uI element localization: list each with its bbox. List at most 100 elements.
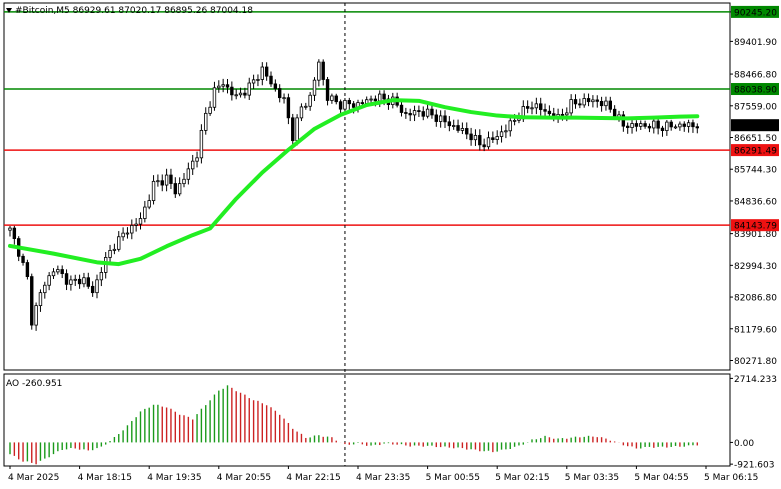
candle [691, 119, 695, 133]
candle [569, 94, 573, 119]
candle-body [47, 275, 51, 286]
candle [495, 130, 499, 145]
candle-body [64, 273, 69, 285]
candle [299, 103, 304, 122]
candle-body [130, 225, 134, 234]
candle-body [565, 112, 569, 116]
candle [408, 108, 412, 122]
candle [182, 173, 186, 188]
level-label-box-top [731, 5, 779, 18]
candle [269, 71, 273, 87]
candle-body [338, 101, 343, 110]
candle [608, 96, 612, 113]
candle [34, 302, 38, 331]
candle-body [238, 92, 243, 96]
candle-body [95, 279, 99, 294]
candle-body [482, 144, 486, 148]
time-axis[interactable]: 4 Mar 2025 4 Mar 18:15 4 Mar 19:35 4 Mar 20… [8, 466, 758, 483]
candle-body [221, 84, 225, 87]
time-tick-label: 4 Mar 23:35 [356, 473, 410, 483]
candle [695, 123, 699, 134]
candle-body [77, 278, 82, 285]
candle-body [373, 98, 378, 102]
candle [108, 244, 112, 263]
candle [199, 124, 204, 164]
candle [626, 122, 630, 134]
candle-body [626, 125, 630, 128]
candle-body [578, 103, 582, 106]
candle-body [134, 223, 138, 226]
price-tick-label: 82994.30 [734, 262, 777, 272]
level-price-labels: 90245.20 88038.90 86291.49 84143.79 87004.18 [731, 5, 779, 232]
candle [682, 121, 686, 132]
candle [438, 110, 443, 128]
time-tick-label: 4 Mar 22:15 [286, 473, 340, 483]
candle-body [117, 236, 121, 250]
candle [56, 265, 60, 275]
candle [38, 289, 43, 312]
candle [595, 95, 599, 108]
price-tick-label: 80271.80 [734, 357, 777, 367]
candle [95, 274, 99, 299]
candle-body [425, 108, 430, 117]
candle-body [195, 157, 199, 162]
price-tick-label: 84836.60 [734, 197, 777, 207]
price-axis[interactable]: 90245.20 89401.90 88466.80 87559.00 86651.50… [730, 8, 777, 367]
candle [160, 174, 164, 192]
candle [25, 259, 30, 280]
current-price-box [731, 119, 779, 132]
symbol-ohlc-text: #Bitcoin,M5 86929.61 87020.17 86895.26 8… [15, 6, 253, 16]
candle-body [243, 92, 247, 96]
candle [73, 274, 77, 286]
candle [169, 168, 173, 190]
candle-body [495, 136, 499, 140]
price-tick-label: 82086.80 [734, 294, 777, 304]
candle-body [504, 130, 508, 133]
candle-body [304, 105, 308, 108]
price-pane[interactable]: 90245.20 89401.90 88466.80 87559.00 86651.50… [3, 2, 779, 466]
candle-body [86, 277, 90, 287]
candle-body [208, 106, 212, 114]
candle-body [112, 248, 117, 251]
candle [412, 105, 417, 122]
candle-body [412, 110, 417, 116]
candle [69, 275, 73, 291]
candle-body [639, 123, 643, 127]
candle-body [138, 218, 143, 225]
candle [543, 103, 547, 116]
candle-body [491, 137, 495, 140]
candle-body [38, 292, 43, 307]
candle [451, 119, 456, 130]
candle [51, 268, 56, 280]
candle [499, 125, 504, 143]
candle-body [312, 79, 317, 96]
level-label-support2: 84143.79 [734, 222, 777, 232]
candle [212, 81, 217, 111]
candle-body [43, 284, 47, 294]
candle-body [291, 117, 295, 142]
candle-body [486, 137, 491, 148]
candle [621, 111, 626, 132]
candle [573, 94, 578, 109]
candle [125, 227, 130, 239]
candle [473, 129, 478, 146]
ao-pane[interactable]: 2714.233 0.00 -921.603 AO -260.951 [3, 373, 777, 471]
candle [478, 129, 482, 151]
time-tick-label: 5 Mar 06:15 [704, 473, 758, 483]
candle [21, 253, 25, 266]
candle-body [430, 108, 434, 116]
price-tick-label: 85744.30 [734, 166, 777, 176]
candle [77, 274, 82, 289]
candle-body [269, 75, 273, 85]
candle-body [591, 99, 595, 103]
candle [173, 177, 177, 198]
candle-body [317, 61, 321, 81]
candle [417, 105, 421, 117]
candlestick-series [8, 59, 699, 331]
candle-body [573, 99, 578, 105]
candle [678, 121, 682, 131]
ao-tick-label: 0.00 [734, 439, 754, 449]
symbol-dropdown-icon[interactable] [6, 8, 12, 13]
candle-body [334, 95, 338, 103]
